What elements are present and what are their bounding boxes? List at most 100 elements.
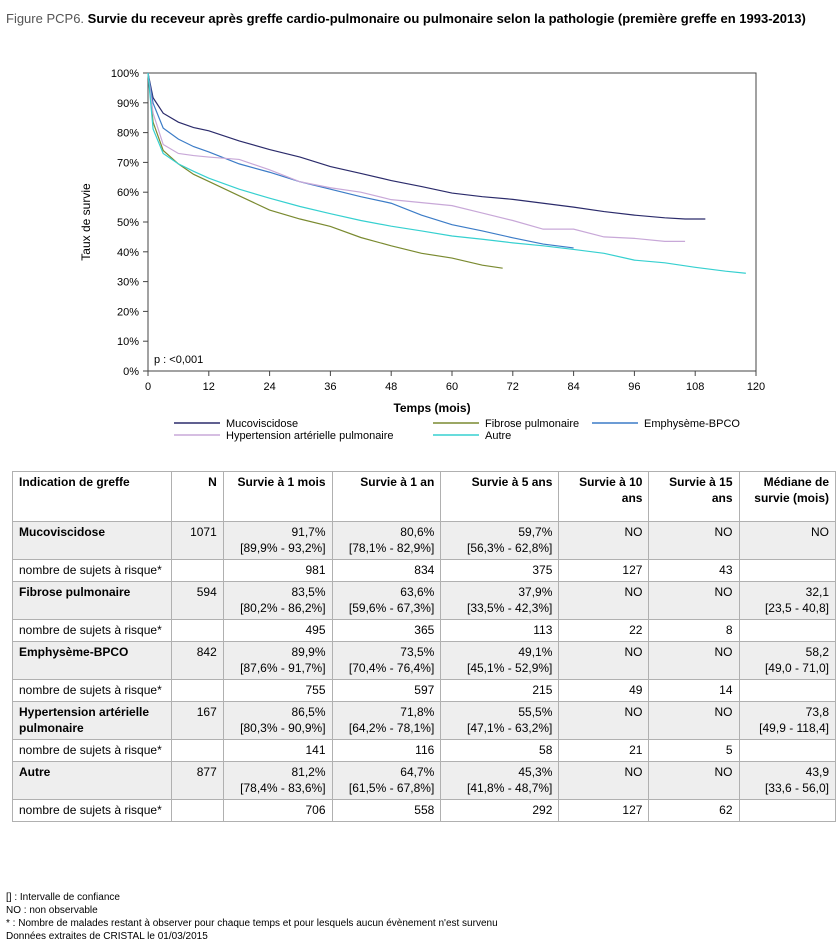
survival-15-years-cell: NO (648, 521, 740, 560)
cell-value: 64,7% (400, 765, 435, 779)
survival-1-year-cell: 64,7% [61,5% - 67,8%] (331, 761, 442, 800)
cell-value: NO (714, 765, 733, 779)
confidence-interval: [33,6 - 56,0] (764, 781, 829, 795)
cell-value: 755 (305, 683, 326, 697)
cell-value: 81,2% (291, 765, 326, 779)
cell-value: NO (714, 705, 733, 719)
footnotes: [] : Intervalle de confiance NO : non ob… (6, 891, 498, 943)
cell-value: 58,2 (805, 645, 829, 659)
confidence-interval: [89,9% - 93,2%] (240, 541, 326, 555)
at-risk-cell: 5 (648, 739, 740, 762)
cell-value: 834 (414, 563, 435, 577)
survival-5-years-cell: 45,3% [41,8% - 48,7%] (440, 761, 560, 800)
empty-cell (170, 739, 224, 762)
cell-value: 5 (725, 743, 733, 757)
survival-1-year-cell: 63,6% [59,6% - 67,3%] (331, 581, 442, 620)
survival-curve-0 (147, 72, 706, 220)
cell-value: Mucoviscidose (19, 525, 106, 539)
x-tick-label: 72 (507, 381, 519, 393)
y-tick-label: 50% (117, 217, 139, 229)
at-risk-label-cell: nombre de sujets à risque* (12, 799, 172, 822)
at-risk-label-cell: nombre de sujets à risque* (12, 619, 172, 642)
at-risk-cell: 834 (331, 559, 442, 582)
cell-value: Fibrose pulmonaire (19, 585, 131, 599)
at-risk-cell: 597 (331, 679, 442, 702)
n-cell: 842 (170, 641, 224, 680)
at-risk-cell: 14 (648, 679, 740, 702)
median-survival-cell: NO (738, 521, 836, 560)
at-risk-cell: 49 (558, 679, 650, 702)
table-header-cell: Indication de greffe (12, 471, 172, 522)
n-cell: 1071 (170, 521, 224, 560)
confidence-interval: [80,2% - 86,2%] (240, 601, 326, 615)
at-risk-label-cell: nombre de sujets à risque* (12, 559, 172, 582)
y-tick-label: 80% (117, 128, 139, 140)
y-tick-label: 20% (117, 306, 139, 318)
cell-value: NO (624, 525, 643, 539)
table-header-cell: Survie à 15 ans (648, 471, 740, 522)
at-risk-cell: 495 (222, 619, 333, 642)
survival-1-year-cell: 71,8% [64,2% - 78,1%] (331, 701, 442, 740)
legend-label-2: Emphysème-BPCO (644, 418, 740, 430)
cell-value: 43,9 (805, 765, 829, 779)
x-tick-label: 48 (385, 381, 397, 393)
survival-5-years-cell: 49,1% [45,1% - 52,9%] (440, 641, 560, 680)
empty-cell (738, 739, 836, 762)
x-tick-label: 84 (567, 381, 579, 393)
median-survival-cell: 32,1 [23,5 - 40,8] (738, 581, 836, 620)
cell-value: 83,5% (291, 585, 326, 599)
x-tick-label: 24 (263, 381, 275, 393)
at-risk-cell: 706 (222, 799, 333, 822)
cell-value: 37,9% (518, 585, 553, 599)
y-tick-label: 40% (117, 247, 139, 259)
cell-value: NO (811, 525, 829, 539)
cell-value: 73,8 (805, 705, 829, 719)
cell-value: 80,6% (400, 525, 435, 539)
survival-15-years-cell: NO (648, 701, 740, 740)
cell-value: 58 (539, 743, 553, 757)
cell-value: 22 (629, 623, 643, 637)
at-risk-cell: 365 (331, 619, 442, 642)
table-row: Autre 877 81,2% [78,4% - 83,6%] 64,7% [61,5% … (12, 761, 836, 800)
cell-value: nombre de sujets à risque* (19, 623, 162, 637)
cell-value: 8 (725, 623, 733, 637)
survival-1-month-cell: 81,2% [78,4% - 83,6%] (222, 761, 333, 800)
cell-value: Emphysème-BPCO (19, 645, 129, 659)
cell-value: 89,9% (291, 645, 326, 659)
confidence-interval: [23,5 - 40,8] (764, 601, 829, 615)
n-cell: 877 (170, 761, 224, 800)
indication-cell: Emphysème-BPCO (12, 641, 172, 680)
at-risk-cell: 141 (222, 739, 333, 762)
legend-label-1: Fibrose pulmonaire (485, 418, 579, 430)
cell-value: 62 (719, 803, 733, 817)
indication-cell: Mucoviscidose (12, 521, 172, 560)
y-tick-label: 0% (123, 366, 139, 378)
median-survival-cell: 73,8 [49,9 - 118,4] (738, 701, 836, 740)
table-header-cell: Médiane de survie (mois) (738, 471, 836, 522)
confidence-interval: [49,9 - 118,4] (759, 721, 829, 735)
cell-value: 706 (305, 803, 326, 817)
at-risk-cell: 127 (558, 799, 650, 822)
survival-curve-1 (147, 72, 503, 269)
confidence-interval: [49,0 - 71,0] (764, 661, 829, 675)
survival-curves (147, 72, 746, 274)
table-row-at-risk: nombre de sujets à risque* 981 834 375 127 43 (12, 559, 836, 582)
at-risk-cell: 22 (558, 619, 650, 642)
table-row-at-risk: nombre de sujets à risque* 755 597 215 49 14 (12, 679, 836, 702)
survival-15-years-cell: NO (648, 761, 740, 800)
chart-axes: 0 12 24 36 48 60 72 84 96 108 120 0% 10% 20% 30% 40% 50%… (79, 68, 765, 415)
cell-value: 71,8% (400, 705, 435, 719)
survival-10-years-cell: NO (558, 761, 650, 800)
survival-1-month-cell: 91,7% [89,9% - 93,2%] (222, 521, 333, 560)
cell-value: 86,5% (291, 705, 326, 719)
empty-cell (170, 619, 224, 642)
cell-value: 215 (532, 683, 553, 697)
cell-value: 127 (622, 803, 643, 817)
table-row: Hypertension artérielle pulmonaire 167 86,… (12, 701, 836, 740)
empty-cell (738, 559, 836, 582)
survival-5-years-cell: 55,5% [47,1% - 63,2%] (440, 701, 560, 740)
cell-value: 59,7% (518, 525, 553, 539)
survival-10-years-cell: NO (558, 701, 650, 740)
at-risk-cell: 116 (331, 739, 442, 762)
confidence-interval: [87,6% - 91,7%] (240, 661, 326, 675)
